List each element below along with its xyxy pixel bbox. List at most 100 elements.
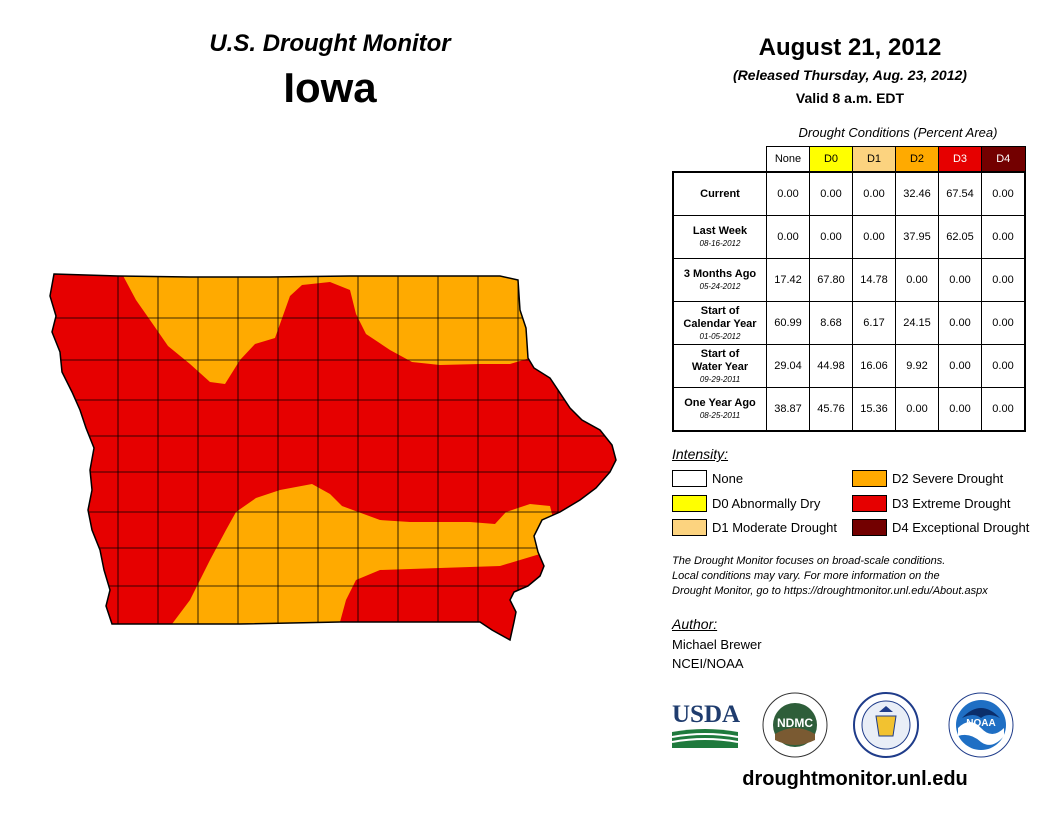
note-line: Local conditions may vary. For more info…: [672, 570, 940, 582]
iowa-drought-map: [49, 273, 617, 641]
table-cell: 0.00: [766, 215, 810, 259]
table-row: Start of Water Year 09-29-2011 29.04 44.98 1…: [672, 344, 1026, 388]
table-cell: 6.17: [852, 301, 896, 345]
author-org: NCEI/NOAA: [672, 656, 744, 671]
row-label: Current: [672, 171, 767, 216]
disclaimer-note: The Drought Monitor focuses on broad-sca…: [672, 554, 1052, 599]
row-label-text: Last Week: [692, 225, 748, 237]
row-label: 3 Months Ago 05-24-2012: [672, 258, 767, 302]
table-cell: 0.00: [938, 301, 982, 345]
table-cell: 0.00: [981, 387, 1026, 432]
noaa-logo-text: NOAA: [966, 718, 996, 729]
table-cell: 24.15: [895, 301, 939, 345]
table-cell: 9.92: [895, 344, 939, 388]
legend-swatch: [672, 495, 707, 512]
table-row: 3 Months Ago 05-24-2012 17.42 67.80 14.78 0.0…: [672, 258, 1026, 302]
commerce-seal-logo: [853, 692, 919, 763]
department-of-commerce-seal-icon: [853, 692, 919, 758]
table-cell: 15.36: [852, 387, 896, 432]
table-cell: 60.99: [766, 301, 810, 345]
table-cell: 8.68: [809, 301, 853, 345]
table-row: Start of Calendar Year 01-05-2012 60.99 8.6…: [672, 301, 1026, 345]
table-cell: 0.00: [766, 171, 810, 216]
row-label: One Year Ago 08-25-2011: [672, 387, 767, 432]
author-title: Author:: [672, 616, 718, 632]
row-label-text: Start of Water Year: [691, 347, 749, 373]
legend-label: D3 Extreme Drought: [892, 496, 1011, 511]
table-cell: 62.05: [938, 215, 982, 259]
d2-south-region: [160, 484, 554, 640]
table-row: One Year Ago 08-25-2011 38.87 45.76 15.36 0.0…: [672, 387, 1026, 432]
usda-hills-icon: [671, 729, 739, 748]
table-cell: 0.00: [852, 171, 896, 216]
legend-swatch: [672, 470, 707, 487]
row-date: 08-25-2011: [699, 411, 741, 420]
table-cell: 29.04: [766, 344, 810, 388]
row-label-text: Current: [700, 187, 740, 200]
table-cell: 37.95: [895, 215, 939, 259]
county-lines: [50, 274, 616, 640]
row-date: 01-05-2012: [699, 331, 741, 341]
row-label: Start of Calendar Year 01-05-2012: [672, 301, 767, 345]
column-header: D3: [938, 146, 982, 173]
noaa-logo: NOAA: [948, 692, 1014, 758]
note-line: The Drought Monitor focuses on broad-sca…: [672, 555, 946, 567]
ndmc-seal-icon: [762, 692, 828, 758]
usda-logo-text: USDA: [672, 701, 741, 728]
legend-label: D1 Moderate Drought: [712, 520, 838, 535]
column-header: None: [766, 146, 810, 173]
table-cell: 32.46: [895, 171, 939, 216]
table-cell: 0.00: [938, 344, 982, 388]
table-cell: 0.00: [981, 344, 1026, 388]
table-cell: 0.00: [895, 258, 939, 302]
ndmc-logo-text: NDMC: [777, 716, 813, 730]
table-cell: 67.54: [938, 171, 982, 216]
table-cell: 17.42: [766, 258, 810, 302]
table-caption: Drought Conditions (Percent Area): [798, 125, 998, 140]
table-header-row: None D0 D1 D2 D3 D4: [673, 146, 1026, 173]
table-cell: 0.00: [895, 387, 939, 432]
table-cell: 0.00: [809, 215, 853, 259]
column-header: D0: [809, 146, 853, 173]
row-label-text: 3 Months Ago: [683, 268, 757, 280]
column-header: D2: [895, 146, 939, 173]
table-row: Last Week 08-16-2012 0.00 0.00 0.00 37.95 62.0…: [672, 215, 1026, 259]
ndmc-logo: NDMC: [762, 692, 828, 758]
legend-label: None: [712, 471, 744, 486]
legend-swatch: [852, 495, 887, 512]
state-name: Iowa: [283, 64, 377, 111]
table-cell: 0.00: [981, 301, 1026, 345]
table-body: Current 0.00 0.00 0.00 32.46 67.54 0.00 Last We…: [672, 171, 1026, 432]
usda-logo: USDA: [671, 701, 741, 748]
valid-time: Valid 8 a.m. EDT: [795, 90, 905, 106]
row-date: 05-24-2012: [699, 282, 741, 291]
column-header: D1: [852, 146, 896, 173]
author-name: Michael Brewer: [672, 637, 762, 652]
table-row: Current 0.00 0.00 0.00 32.46 67.54 0.00: [672, 171, 1026, 216]
table-cell: 0.00: [981, 215, 1026, 259]
table-cell: 45.76: [809, 387, 853, 432]
legend-label: D4 Exceptional Drought: [892, 520, 1030, 535]
table-cell: 67.80: [809, 258, 853, 302]
legend-title: Intensity:: [672, 446, 729, 462]
page-title: U.S. Drought Monitor: [209, 30, 451, 57]
d2-north-region: [120, 274, 530, 384]
row-label: Start of Water Year 09-29-2011: [672, 344, 767, 388]
drought-conditions-table: None D0 D1 D2 D3 D4 Current 0.00 0.00 0.00 3…: [672, 146, 1026, 432]
release-date: (Released Thursday, Aug. 23, 2012): [733, 67, 967, 83]
column-header: D4: [981, 146, 1026, 173]
table-cell: 0.00: [938, 258, 982, 302]
table-cell: 44.98: [809, 344, 853, 388]
legend-swatch: [852, 470, 887, 487]
table-cell: 0.00: [809, 171, 853, 216]
table-cell: 0.00: [938, 387, 982, 432]
legend-label: D0 Abnormally Dry: [712, 496, 821, 511]
map-date: August 21, 2012: [758, 34, 942, 61]
row-label-text: Start of Calendar Year: [683, 304, 757, 330]
note-line: Drought Monitor, go to https://droughtmo…: [672, 585, 988, 597]
table-cell: 38.87: [766, 387, 810, 432]
table-cell: 0.00: [981, 258, 1026, 302]
table-cell: 0.00: [981, 171, 1026, 216]
website-url[interactable]: droughtmonitor.unl.edu: [742, 768, 968, 790]
row-date: 08-16-2012: [699, 239, 741, 248]
